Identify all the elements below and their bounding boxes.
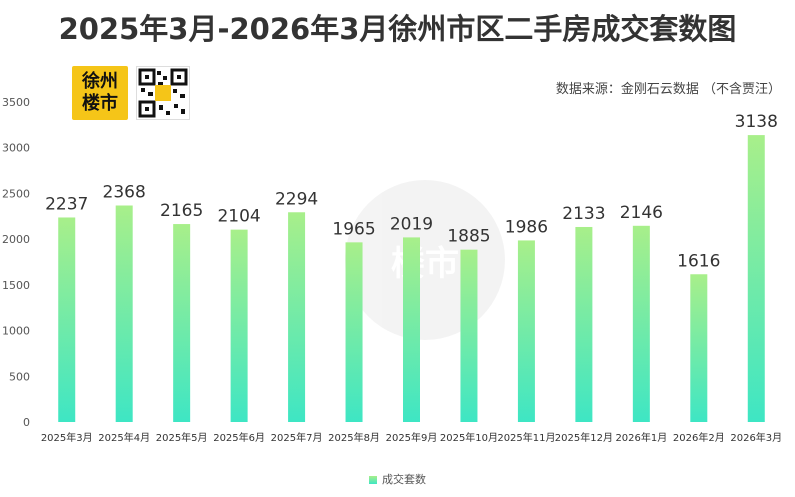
bar-value-label: 1885	[447, 227, 490, 247]
x-tick-label: 2025年11月	[497, 431, 555, 444]
bar	[517, 240, 535, 422]
bar-value-label: 2368	[103, 182, 146, 202]
bar	[632, 225, 650, 422]
bar-value-label: 2165	[160, 201, 203, 221]
bar-value-label: 1986	[505, 217, 548, 237]
x-tick-label: 2025年10月	[440, 431, 498, 444]
x-tick-label: 2025年7月	[271, 431, 323, 444]
bar-value-label: 2237	[45, 194, 88, 214]
bar	[345, 242, 363, 422]
legend: 成交套数	[0, 471, 795, 487]
bar	[460, 249, 478, 422]
bar	[403, 237, 420, 422]
bar-value-label: 1965	[332, 219, 375, 239]
y-tick-label: 3000	[2, 142, 30, 155]
logo-line-2: 楼市	[82, 93, 118, 114]
watermark: 楼市	[345, 180, 505, 340]
x-tick-label: 2025年8月	[328, 431, 380, 444]
x-tick-label: 2025年4月	[98, 431, 150, 444]
y-tick-label: 2500	[2, 187, 30, 200]
x-tick-label: 2025年5月	[156, 431, 208, 444]
y-tick-label: 500	[9, 370, 30, 383]
y-tick-label: 0	[23, 416, 30, 429]
logo-line-1: 徐州	[82, 71, 118, 92]
bar	[288, 212, 306, 422]
bar-value-label: 3138	[735, 112, 778, 132]
bar-value-label: 1616	[677, 251, 720, 271]
legend-swatch	[369, 476, 377, 484]
data-source-note: 数据来源：金刚石云数据 （不含贾汪）	[555, 82, 781, 97]
x-tick-label: 2026年2月	[673, 431, 725, 444]
y-tick-label: 2000	[2, 233, 30, 246]
bar	[230, 229, 248, 422]
y-tick-label: 1500	[2, 279, 30, 292]
bar	[58, 217, 76, 422]
bar-value-label: 2133	[562, 204, 605, 224]
bar	[173, 224, 191, 422]
chart-title: 2025年3月-2026年3月徐州市区二手房成交套数图	[58, 12, 737, 46]
bar-value-label: 2146	[620, 203, 663, 223]
logo: 徐州 楼市	[72, 66, 128, 120]
y-tick-label: 1000	[2, 325, 30, 338]
bar-value-label: 2019	[390, 214, 433, 234]
x-tick-label: 2025年6月	[213, 431, 265, 444]
bar	[747, 135, 765, 422]
x-tick-label: 2025年9月	[386, 431, 438, 444]
bar	[575, 226, 593, 422]
legend-label: 成交套数	[382, 473, 426, 486]
x-tick-label: 2025年12月	[555, 431, 613, 444]
x-tick-label: 2026年3月	[730, 431, 782, 444]
y-tick-label: 3500	[2, 96, 30, 109]
bar-value-label: 2104	[217, 207, 260, 227]
bar-value-label: 2294	[275, 189, 318, 209]
bar	[690, 274, 708, 422]
x-tick-label: 2026年1月	[615, 431, 667, 444]
qr-code-icon	[136, 66, 190, 120]
x-tick-label: 2025年3月	[41, 431, 93, 444]
bar	[115, 205, 133, 422]
